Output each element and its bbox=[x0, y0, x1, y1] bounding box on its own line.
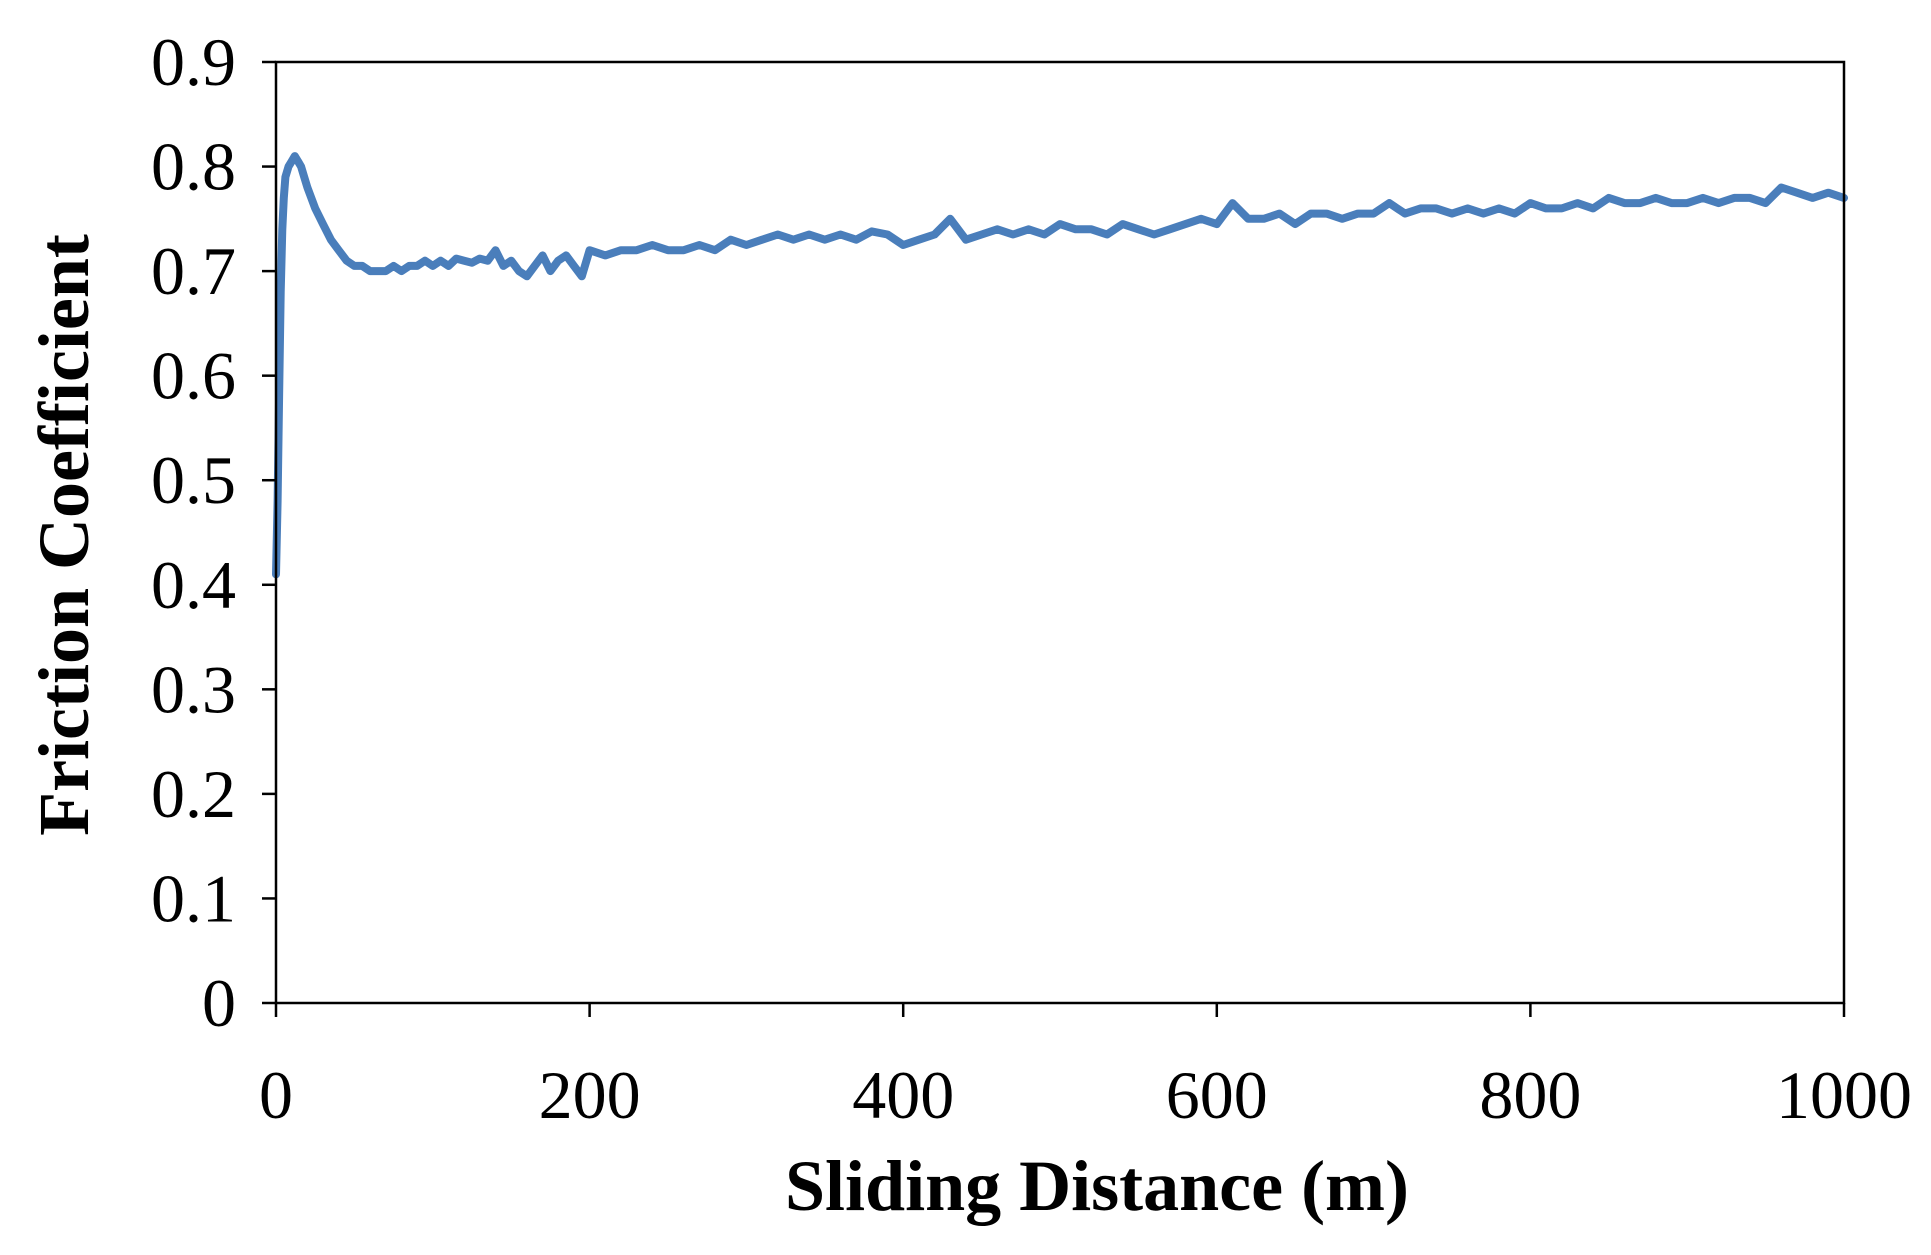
x-tick-label: 1000 bbox=[1776, 1057, 1912, 1133]
y-tick-label: 0.6 bbox=[151, 338, 236, 414]
y-tick-label: 0.2 bbox=[151, 756, 236, 832]
x-tick-label: 400 bbox=[852, 1057, 954, 1133]
plot-area bbox=[272, 152, 1848, 579]
x-axis-title: Sliding Distance (m) bbox=[785, 1146, 1409, 1226]
y-axis-title: Friction Coefficient bbox=[24, 234, 104, 836]
x-tick-label: 800 bbox=[1479, 1057, 1581, 1133]
plot-frame bbox=[274, 60, 1846, 1005]
axes: 0 0.1 0.2 0.3 0.4 0.5 0.6 0.7 0.8 0.9 0 200 400 600 80… bbox=[151, 24, 1912, 1133]
y-tick-label: 0.4 bbox=[151, 547, 236, 623]
y-tick-label: 0.3 bbox=[151, 651, 236, 727]
y-tick-label: 0.8 bbox=[151, 129, 236, 205]
y-tick-label: 0.1 bbox=[151, 860, 236, 936]
x-tick-label: 600 bbox=[1166, 1057, 1268, 1133]
y-tick-label: 0 bbox=[202, 965, 236, 1041]
y-tick-label: 0.7 bbox=[151, 233, 236, 309]
series-line bbox=[272, 152, 1848, 579]
y-tick-label: 0.5 bbox=[151, 442, 236, 518]
x-tick-label: 200 bbox=[539, 1057, 641, 1133]
x-tick-label: 0 bbox=[259, 1057, 293, 1133]
y-tick-label: 0.9 bbox=[151, 24, 236, 100]
